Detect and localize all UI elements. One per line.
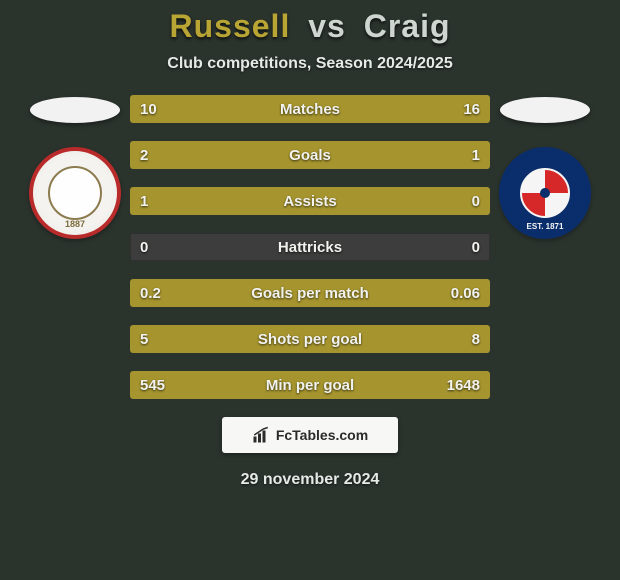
stat-row: 0.20.06Goals per match (130, 279, 490, 307)
right-flag-oval (500, 97, 590, 123)
attribution-badge: FcTables.com (222, 417, 398, 453)
stat-label: Goals (130, 141, 490, 169)
right-club-crest: EST. 1871 (499, 147, 591, 239)
stat-label: Hattricks (130, 233, 490, 261)
stat-row: 58Shots per goal (130, 325, 490, 353)
date-text: 29 november 2024 (241, 471, 380, 489)
stat-row: 1016Matches (130, 95, 490, 123)
stat-row: 10Assists (130, 187, 490, 215)
left-side: 1887 (20, 95, 130, 399)
stat-label: Goals per match (130, 279, 490, 307)
stats-bars: 1016Matches 21Goals 10Assists 00Hattricks 0.… (130, 95, 490, 399)
subtitle: Club competitions, Season 2024/2025 (167, 55, 452, 73)
stat-label: Shots per goal (130, 325, 490, 353)
vs-text: vs (308, 8, 346, 44)
left-crest-inner (48, 166, 102, 220)
stat-label: Assists (130, 187, 490, 215)
player1-name: Russell (170, 8, 291, 44)
content-area: 1887 1016Matches 21Goals 10Assists 00Hattri… (0, 95, 620, 399)
stat-row: 00Hattricks (130, 233, 490, 261)
stat-row: 5451648Min per goal (130, 371, 490, 399)
stat-label: Matches (130, 95, 490, 123)
left-flag-oval (30, 97, 120, 123)
left-club-crest: 1887 (29, 147, 121, 239)
comparison-title: Russell vs Craig (170, 8, 451, 45)
left-crest-year: 1887 (65, 219, 85, 229)
chart-icon (252, 426, 270, 444)
attribution-text: FcTables.com (276, 427, 368, 443)
right-crest-ring-text: EST. 1871 (503, 151, 587, 235)
stat-label: Min per goal (130, 371, 490, 399)
right-side: EST. 1871 (490, 95, 600, 399)
stat-row: 21Goals (130, 141, 490, 169)
player2-name: Craig (364, 8, 451, 44)
